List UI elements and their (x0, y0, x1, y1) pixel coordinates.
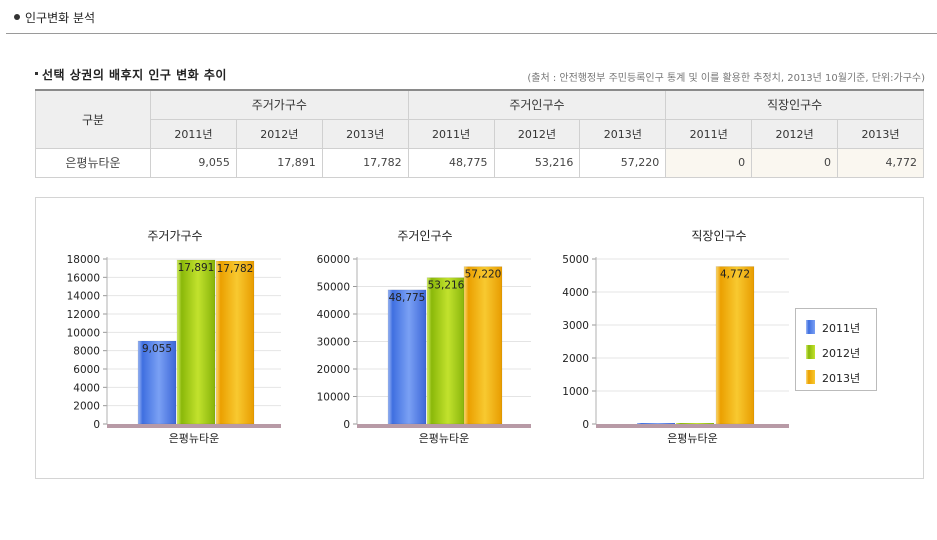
y-tick-label: 60000 (317, 254, 350, 266)
year-header: 2013년 (579, 118, 667, 149)
baseline (107, 424, 281, 428)
y-tick-label: 50000 (317, 282, 350, 294)
baseline (357, 424, 531, 428)
y-tick-label: 30000 (317, 337, 350, 349)
y-tick-label: 4000 (73, 382, 100, 394)
legend-label: 2013년 (822, 372, 861, 385)
population-table: 구분 주거가구수 주거인구수 직장인구수 2011년 2012년 2013년 2… (35, 89, 924, 178)
y-tick-label: 12000 (67, 309, 100, 321)
data-label: 57,220 (465, 269, 502, 281)
y-tick-label: 2000 (562, 353, 589, 365)
data-label: 17,891 (178, 262, 215, 274)
year-header: 2013년 (321, 118, 409, 149)
y-tick-label: 40000 (317, 309, 350, 321)
bar-2012년 (176, 259, 216, 425)
y-tick-label: 4000 (562, 287, 589, 299)
group-header-household: 주거가구수 (150, 89, 409, 120)
y-tick-label: 0 (343, 419, 350, 431)
row-name: 은평뉴타운 (35, 147, 151, 178)
data-label: 9,055 (142, 343, 172, 355)
y-tick-label: 10000 (67, 327, 100, 339)
y-tick-label: 16000 (67, 272, 100, 284)
bar-2013년 (715, 266, 755, 425)
y-tick-label: 3000 (562, 320, 589, 332)
table-title: 선택 상권의 배후지 인구 변화 추이 (35, 66, 227, 83)
y-tick-label: 0 (582, 419, 589, 431)
bar-2011년 (137, 340, 177, 425)
bar-2013년 (215, 260, 255, 425)
year-header: 2012년 (493, 118, 581, 149)
x-category-label: 은평뉴타운 (419, 432, 470, 445)
table-title-text: 선택 상권의 배후지 인구 변화 추이 (42, 68, 227, 82)
bullet-icon (14, 14, 20, 20)
section-divider (6, 33, 937, 34)
year-header: 2011년 (407, 118, 495, 149)
legend-swatch (806, 345, 815, 359)
legend: 2011년 2012년 2013년 (795, 308, 877, 391)
bar-2012년 (426, 277, 466, 425)
y-tick-label: 20000 (317, 364, 350, 376)
y-tick-label: 5000 (562, 254, 589, 266)
section-title-text: 인구변화 분석 (25, 11, 96, 25)
y-tick-label: 14000 (67, 291, 100, 303)
chart-title: 직장인구수 (691, 229, 746, 243)
corner-header: 구분 (35, 89, 151, 149)
chart-title: 주거인구수 (397, 229, 452, 243)
bullet-icon (35, 72, 38, 75)
table-cell: 17,891 (235, 147, 323, 178)
y-tick-label: 18000 (67, 254, 100, 266)
y-tick-label: 2000 (73, 401, 100, 413)
data-label: 48,775 (389, 292, 426, 304)
year-header: 2013년 (837, 118, 924, 149)
year-header: 2011년 (665, 118, 753, 149)
legend-label: 2011년 (822, 322, 861, 335)
y-tick-label: 0 (93, 419, 100, 431)
chart-title: 주거가구수 (147, 229, 202, 243)
bar-2013년 (463, 266, 503, 425)
bar-2012년 (676, 423, 714, 424)
year-header: 2012년 (235, 118, 323, 149)
table-cell: 48,775 (407, 147, 495, 178)
bar-2011년 (387, 289, 427, 425)
group-header-workers: 직장인구수 (665, 89, 924, 120)
table-cell: 57,220 (579, 147, 667, 178)
group-header-residents: 주거인구수 (407, 89, 667, 120)
legend-swatch (806, 320, 815, 334)
y-tick-label: 10000 (317, 392, 350, 404)
table-cell: 0 (751, 147, 838, 178)
y-tick-label: 8000 (73, 346, 100, 358)
legend-label: 2012년 (822, 347, 861, 360)
data-label: 53,216 (428, 280, 465, 292)
y-tick-label: 6000 (73, 364, 100, 376)
legend-swatch (806, 370, 815, 384)
table-cell: 4,772 (837, 147, 924, 178)
section-title: 인구변화 분석 (14, 9, 95, 26)
table-cell: 9,055 (150, 147, 237, 178)
source-note: (출처 : 안전행정부 주민등록인구 통계 및 이를 활용한 추정치, 2013… (527, 73, 925, 84)
table-row: 은평뉴타운 9,055 17,891 17,782 48,775 53,216 … (35, 147, 924, 178)
y-tick-label: 1000 (562, 386, 589, 398)
table-cell: 17,782 (321, 147, 409, 178)
baseline (596, 424, 789, 428)
x-category-label: 은평뉴타운 (667, 432, 718, 445)
bar-2011년 (637, 423, 675, 424)
data-label: 17,782 (217, 263, 254, 275)
table-cell: 0 (665, 147, 753, 178)
x-category-label: 은평뉴타운 (169, 432, 220, 445)
data-label: 4,772 (720, 269, 750, 281)
